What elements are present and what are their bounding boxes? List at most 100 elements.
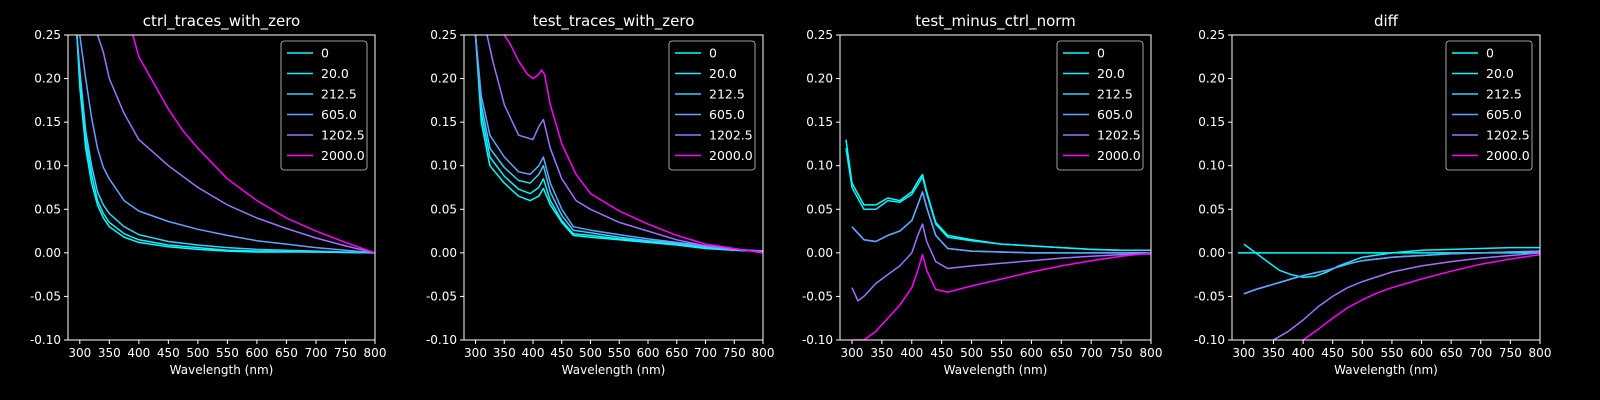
y-tick-label: 0.15 — [1198, 115, 1225, 129]
chart-panel-4: 300 350 400 450 500 550 600 650 700 750 800 -0.10 -0… — [1194, 12, 1552, 377]
y-tick-label: 0.20 — [806, 72, 833, 86]
x-tick-label: 700 — [305, 346, 328, 360]
series-line-2 — [474, 35, 763, 252]
x-tick-label: 600 — [1020, 346, 1043, 360]
x-tick-label: 700 — [1080, 346, 1103, 360]
x-tick-label: 500 — [186, 346, 209, 360]
y-tick-label: 0.25 — [34, 28, 61, 42]
series-line-1 — [845, 148, 1151, 251]
y-tick-label: -0.05 — [802, 289, 833, 303]
x-tick-label: 450 — [1321, 346, 1344, 360]
x-tick-label: 800 — [1529, 346, 1552, 360]
series-line-3 — [474, 35, 763, 252]
series-line-3 — [851, 191, 1151, 254]
legend-label: 212.5 — [1097, 87, 1133, 102]
x-axis-label: Wavelength (nm) — [562, 363, 666, 377]
y-tick-label: 0.15 — [430, 115, 457, 129]
x-tick-label: 550 — [990, 346, 1013, 360]
legend-label: 0 — [709, 46, 717, 61]
series-line-4 — [96, 35, 375, 254]
series-line-5 — [132, 35, 375, 254]
plot-frame — [1231, 34, 1541, 341]
legend-label: 0 — [1486, 46, 1494, 61]
legend-label: 20.0 — [1486, 66, 1514, 81]
chart-title: ctrl_traces_with_zero — [143, 12, 300, 31]
x-tick-label: 600 — [637, 346, 660, 360]
series-group — [76, 35, 375, 254]
x-tick-label: 650 — [1440, 346, 1463, 360]
legend-label: 605.0 — [1097, 107, 1133, 122]
legend-label: 605.0 — [321, 107, 357, 122]
legend: 0 20.0 212.5 605.0 1202.5 2000.0 — [1445, 40, 1533, 171]
y-tick-label: 0.10 — [430, 159, 457, 173]
x-tick-label: 650 — [275, 346, 298, 360]
legend: 0 20.0 212.5 605.0 1202.5 2000.0 — [668, 40, 756, 171]
plot-frame — [839, 34, 1152, 341]
x-tick-label: 300 — [841, 346, 864, 360]
series-line-5 — [503, 35, 763, 254]
y-tick-label: 0.10 — [806, 159, 833, 173]
y-tick-label: 0.25 — [806, 28, 833, 42]
x-tick-label: 650 — [1050, 346, 1073, 360]
legend: 0 20.0 212.5 605.0 1202.5 2000.0 — [280, 40, 368, 171]
chart-panel-1: 300 350 400 450 500 550 600 650 700 750 800 -0.10 -0… — [30, 12, 387, 377]
legend-label: 2000.0 — [1486, 148, 1530, 163]
series-line-5 — [852, 252, 1151, 340]
legend-label: 2000.0 — [1097, 148, 1141, 163]
y-tick-label: -0.10 — [30, 333, 61, 347]
x-tick-label: 750 — [723, 346, 746, 360]
series-line-4 — [1273, 252, 1540, 340]
plot-frame — [463, 34, 764, 341]
series-line-4 — [851, 223, 1151, 302]
chart-title: test_minus_ctrl_norm — [915, 12, 1076, 31]
y-tick-label: 0.00 — [806, 246, 833, 260]
series-line-1 — [76, 35, 375, 254]
x-tick-label: 500 — [579, 346, 602, 360]
series-line-3 — [79, 35, 375, 254]
y-tick-label: 0.10 — [34, 159, 61, 173]
x-axis-label: Wavelength (nm) — [1334, 363, 1438, 377]
x-axis-label: Wavelength (nm) — [944, 363, 1048, 377]
chart-panel-2: 300 350 400 450 500 550 600 650 700 750 800 -0.10 -0… — [426, 12, 775, 377]
chart-panel-3: 300 350 400 450 500 550 600 650 700 750 800 -0.10 -0… — [802, 12, 1163, 377]
y-tick-label: 0.25 — [1198, 28, 1225, 42]
series-group — [1237, 243, 1540, 340]
x-tick-label: 350 — [870, 346, 893, 360]
legend-label: 20.0 — [709, 66, 737, 81]
x-tick-label: 300 — [68, 346, 91, 360]
x-axis-label: Wavelength (nm) — [170, 363, 274, 377]
x-tick-label: 750 — [1499, 346, 1522, 360]
x-tick-label: 500 — [960, 346, 983, 360]
x-tick-label: 400 — [522, 346, 545, 360]
y-tick-label: -0.10 — [802, 333, 833, 347]
y-tick-label: 0.15 — [806, 115, 833, 129]
x-tick-label: 450 — [157, 346, 180, 360]
y-tick-label: 0.00 — [1198, 246, 1225, 260]
x-tick-label: 700 — [694, 346, 717, 360]
legend-label: 0 — [321, 46, 329, 61]
legend-label: 605.0 — [709, 107, 745, 122]
x-tick-label: 300 — [1232, 346, 1255, 360]
legend-label: 212.5 — [1486, 87, 1522, 102]
x-tick-label: 800 — [1140, 346, 1163, 360]
y-tick-label: 0.00 — [34, 246, 61, 260]
legend-label: 2000.0 — [321, 148, 365, 163]
x-tick-label: 450 — [930, 346, 953, 360]
x-tick-label: 750 — [1110, 346, 1133, 360]
legend-label: 212.5 — [321, 87, 357, 102]
x-tick-label: 500 — [1351, 346, 1374, 360]
x-tick-label: 400 — [127, 346, 150, 360]
series-group — [845, 139, 1151, 340]
legend: 0 20.0 212.5 605.0 1202.5 2000.0 — [1056, 40, 1144, 171]
legend-label: 1202.5 — [709, 128, 753, 143]
y-tick-label: -0.05 — [1194, 289, 1225, 303]
y-tick-label: 0.00 — [430, 246, 457, 260]
series-line-1 — [474, 35, 763, 252]
legend-label: 1202.5 — [1486, 128, 1530, 143]
x-tick-label: 600 — [245, 346, 268, 360]
x-tick-label: 350 — [1262, 346, 1285, 360]
x-tick-label: 350 — [98, 346, 121, 360]
x-tick-label: 700 — [1469, 346, 1492, 360]
legend-label: 605.0 — [1486, 107, 1522, 122]
